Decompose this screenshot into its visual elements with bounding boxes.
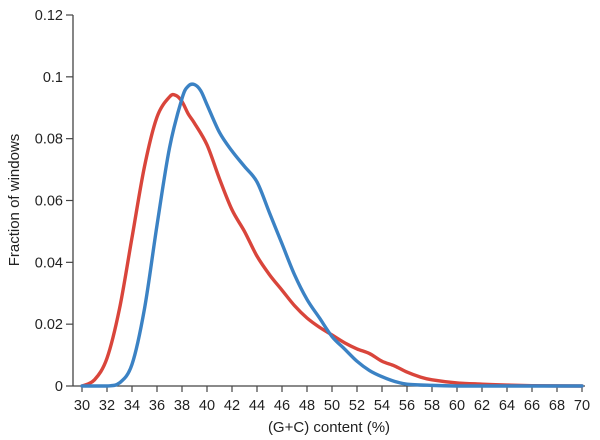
x-tick-label: 58 (424, 398, 440, 414)
y-tick-label: 0 (55, 379, 63, 395)
y-tick-label: 0.12 (35, 8, 63, 24)
y-tick-label: 0.1 (43, 70, 63, 86)
x-tick-label: 60 (449, 398, 465, 414)
x-tick-label: 56 (399, 398, 415, 414)
x-tick-label: 50 (324, 398, 340, 414)
x-tick-label: 68 (549, 398, 565, 414)
y-tick-label: 0.06 (35, 194, 63, 210)
x-tick-label: 38 (174, 398, 190, 414)
y-tick-label: 0.08 (35, 132, 63, 148)
x-tick-label: 34 (124, 398, 140, 414)
x-tick-label: 36 (149, 398, 165, 414)
x-tick-label: 32 (99, 398, 115, 414)
x-axis-label: (G+C) content (%) (268, 419, 390, 436)
x-tick-label: 66 (524, 398, 540, 414)
x-tick-label: 42 (224, 398, 240, 414)
x-tick-label: 62 (474, 398, 490, 414)
y-tick-label: 0.04 (35, 255, 63, 271)
series-line-red (80, 92, 584, 388)
series-line-blue (80, 82, 584, 388)
x-tick-label: 54 (374, 398, 390, 414)
y-axis-label: Fraction of windows (6, 134, 23, 267)
x-tick-label: 30 (74, 398, 90, 414)
y-axis-ticks: 0 0.02 0.04 0.06 0.08 0.1 0.12 (35, 8, 73, 395)
x-tick-label: 64 (499, 398, 515, 414)
x-tick-label: 40 (199, 398, 215, 414)
x-tick-label: 44 (249, 398, 265, 414)
x-tick-label: 52 (349, 398, 365, 414)
x-axis-ticks: 30 32 34 36 38 40 42 44 46 48 50 52 54 56 58 60 62 64 66 68… (74, 386, 590, 414)
y-tick-label: 0.02 (35, 317, 63, 333)
series-layer (80, 82, 584, 388)
x-tick-label: 48 (299, 398, 315, 414)
x-tick-label: 70 (574, 398, 590, 414)
x-tick-label: 46 (274, 398, 290, 414)
